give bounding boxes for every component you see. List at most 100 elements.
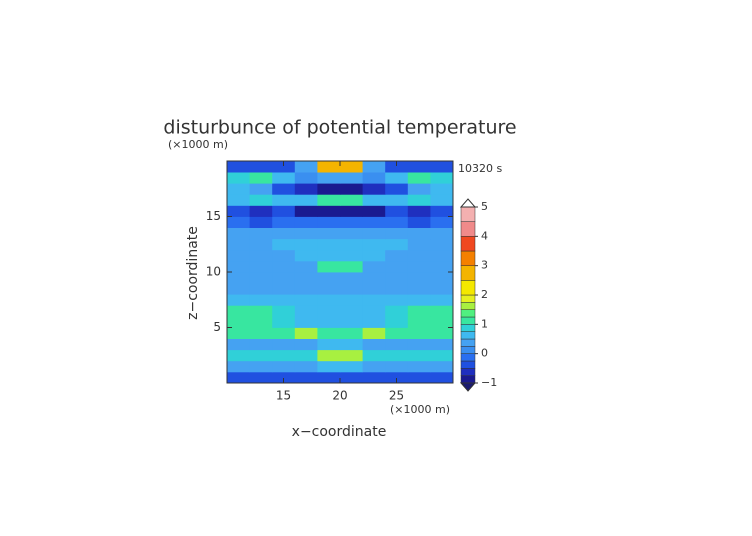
cell (430, 183, 454, 195)
cell (249, 183, 273, 195)
cell (317, 305, 341, 317)
y-tick-label: 15 (206, 209, 221, 223)
cell (362, 305, 386, 317)
cell (340, 249, 363, 262)
cell (340, 305, 363, 317)
cell (227, 316, 250, 328)
cell (430, 338, 454, 351)
cell (385, 272, 409, 284)
cell (430, 305, 454, 317)
cell (227, 183, 250, 195)
cell (407, 360, 431, 373)
cell (317, 161, 341, 173)
cell (227, 305, 250, 317)
cell (294, 194, 318, 206)
cell (249, 327, 273, 339)
cell (385, 360, 409, 373)
cell (430, 194, 454, 206)
cell (294, 305, 318, 317)
cell (317, 283, 341, 295)
cell (362, 371, 386, 384)
cell (227, 294, 250, 306)
cell (385, 294, 409, 306)
cell (249, 238, 273, 251)
cell (272, 294, 296, 306)
cell (362, 316, 386, 328)
cell (249, 194, 273, 206)
cell (340, 194, 363, 206)
cell (272, 183, 296, 195)
colorbar-box (460, 309, 476, 318)
cell (317, 360, 341, 373)
cell (249, 316, 273, 328)
cell (430, 371, 454, 384)
cell (249, 338, 273, 351)
x-tick-label: 20 (332, 389, 347, 403)
cell (430, 294, 454, 306)
colorbar-extend-top (459, 198, 477, 208)
cell (340, 371, 363, 384)
cell (430, 272, 454, 284)
cell (294, 371, 318, 384)
cell (407, 349, 431, 362)
cell (407, 249, 431, 262)
cell (430, 238, 454, 251)
cell (272, 238, 296, 251)
cell (385, 260, 409, 273)
y-unit: (×1000 m) (168, 138, 228, 151)
cell (430, 205, 454, 217)
cell (340, 283, 363, 295)
time-label: 10320 s (458, 162, 502, 175)
cell (385, 216, 409, 228)
cell (272, 205, 296, 217)
cell (340, 272, 363, 284)
cell (430, 161, 454, 173)
cell (272, 305, 296, 317)
cell (362, 260, 386, 273)
colorbar-box (460, 368, 476, 376)
cell (430, 260, 454, 273)
cell (430, 327, 454, 339)
cell (407, 172, 431, 184)
chart-title: disturbunce of potential temperature (163, 117, 516, 139)
cell (317, 172, 341, 184)
cell (362, 349, 386, 362)
cell (340, 260, 363, 273)
cell (294, 283, 318, 295)
colorbar-box (460, 265, 476, 281)
cell (272, 216, 296, 228)
cell (385, 227, 409, 240)
cell (317, 183, 341, 195)
cell (430, 316, 454, 328)
cell (385, 183, 409, 195)
cell (407, 216, 431, 228)
cell (294, 349, 318, 362)
cell (294, 183, 318, 195)
cell (272, 272, 296, 284)
cell (272, 349, 296, 362)
colorbar-tick-label: 5 (481, 200, 488, 213)
cell (249, 294, 273, 306)
cell (385, 161, 409, 173)
cell (385, 205, 409, 217)
cell (430, 283, 454, 295)
cell (362, 205, 386, 217)
cell (317, 316, 341, 328)
cell (294, 316, 318, 328)
cell (294, 216, 318, 228)
cell (317, 371, 341, 384)
cell (294, 227, 318, 240)
cell (317, 194, 341, 206)
colorbar-box (460, 250, 476, 266)
cell (317, 205, 341, 217)
cell (294, 360, 318, 373)
cell (272, 161, 296, 173)
colorbar-box (460, 324, 476, 332)
cell (362, 338, 386, 351)
cell (272, 194, 296, 206)
cell (362, 294, 386, 306)
cell (317, 260, 341, 273)
colorbar-box (460, 280, 476, 296)
cell (249, 216, 273, 228)
